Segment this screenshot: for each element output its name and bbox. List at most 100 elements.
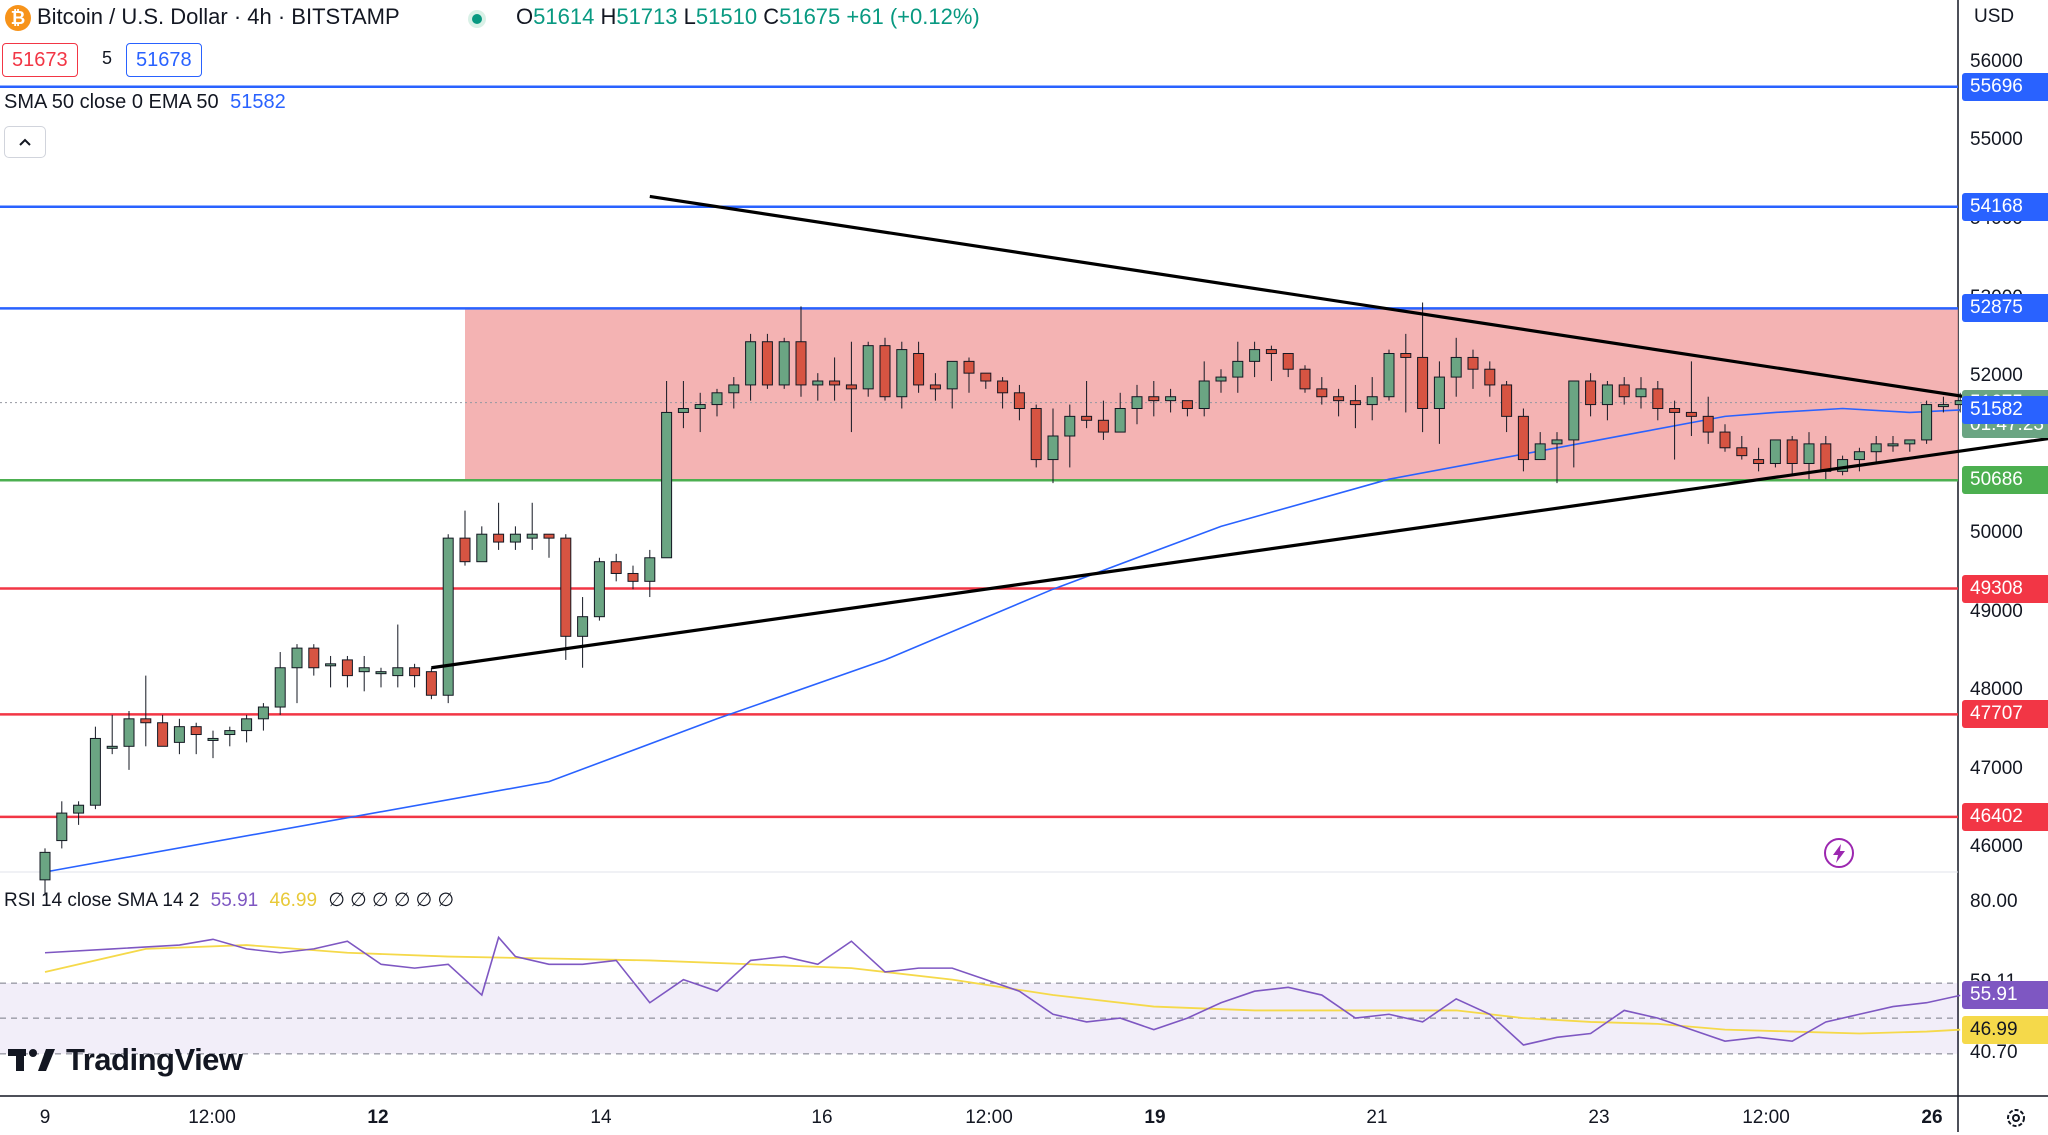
market-status-icon[interactable] — [467, 9, 487, 34]
lightning-icon[interactable] — [1823, 837, 1855, 874]
candle-up — [526, 533, 538, 539]
candle-up — [1366, 396, 1378, 406]
candle-up — [241, 718, 253, 732]
candle-up — [946, 360, 958, 390]
price-tick: 46000 — [1970, 836, 2023, 858]
candle-up — [1249, 349, 1261, 362]
candle-up — [1568, 380, 1580, 441]
candle-up — [661, 411, 673, 559]
candle-down — [1299, 368, 1311, 390]
candle-down — [1282, 353, 1294, 370]
candle-up — [812, 380, 824, 386]
indicator-legend[interactable]: SMA 50 close 0 EMA 50 51582 — [4, 91, 286, 114]
candle-down — [308, 647, 320, 669]
trendline-upper — [649, 194, 2048, 411]
price-tick: 56000 — [1970, 50, 2023, 72]
time-tick: 12:00 — [965, 1107, 1013, 1128]
candle-down — [1316, 388, 1328, 398]
symbol-title[interactable]: Bitcoin / U.S. Dollar · 4h · BITSTAMP — [37, 4, 400, 29]
open-label: O — [516, 4, 534, 29]
candle-up — [728, 384, 740, 394]
candle-up — [73, 804, 85, 814]
candle-down — [1702, 415, 1714, 433]
candle-down — [409, 667, 421, 677]
change-value: +61 (+0.12%) — [846, 4, 980, 29]
rsi-badge: 55.91 — [1962, 981, 2048, 1010]
candle-up — [1853, 451, 1865, 461]
close-value: 51675 — [779, 4, 841, 29]
trendline-lower — [431, 437, 2048, 670]
candle-down — [610, 561, 622, 574]
candle-up — [1450, 356, 1462, 378]
time-tick: 26 — [1921, 1107, 1943, 1128]
candle-down — [1265, 349, 1277, 355]
candle-down — [1097, 419, 1109, 433]
candle-up — [1921, 404, 1933, 441]
candle-down — [879, 345, 891, 398]
level-badge: 55696 — [1962, 72, 2048, 101]
candle-up — [778, 341, 790, 386]
candle-down — [140, 718, 152, 724]
sell-price-button[interactable]: 51673 — [2, 43, 78, 77]
candle-up — [1904, 439, 1916, 445]
level-badge: 49308 — [1962, 574, 2048, 603]
high-label: H — [600, 4, 617, 29]
currency-label: USD — [1974, 6, 2015, 27]
rsi-tick: 40.70 — [1970, 1041, 2018, 1063]
tradingview-logo[interactable]: TradingView — [8, 1042, 243, 1078]
rsi-line — [44, 935, 1961, 1046]
rsi-sma-line — [44, 944, 1961, 1035]
candle-up — [325, 663, 337, 667]
low-value: 51510 — [695, 4, 758, 29]
candle-up — [89, 737, 101, 806]
settings-gear-icon[interactable] — [2004, 1106, 2028, 1135]
time-tick: 14 — [590, 1107, 612, 1128]
candle-up — [39, 851, 51, 881]
candle-up — [593, 561, 605, 618]
candle-down — [157, 722, 169, 747]
candle-up — [1165, 396, 1177, 402]
candle-down — [425, 671, 437, 696]
candle-down — [997, 380, 1009, 394]
candle-up — [694, 404, 706, 410]
candle-down — [543, 533, 555, 539]
sma-badge: 51582 — [1962, 395, 2048, 424]
collapse-legend-button[interactable] — [4, 126, 46, 158]
level-badge: 54168 — [1962, 192, 2048, 221]
candle-up — [862, 345, 874, 390]
candle-down — [1652, 388, 1664, 410]
candle-up — [1232, 360, 1244, 378]
candle-up — [711, 392, 723, 406]
currency-selector[interactable]: USD — [1962, 0, 2048, 34]
candle-down — [1148, 396, 1160, 402]
hidden-values: ∅ ∅ ∅ ∅ ∅ ∅ — [328, 890, 455, 911]
candle-up — [1887, 443, 1899, 447]
candle-down — [341, 659, 353, 677]
candle-up — [1433, 376, 1445, 410]
candle-down — [1013, 392, 1025, 410]
time-tick: 21 — [1366, 1107, 1388, 1128]
rsi-label: RSI 14 close SMA 14 2 — [4, 890, 200, 911]
level-badge: 46402 — [1962, 802, 2048, 831]
level-badge: 50686 — [1962, 466, 2048, 495]
candle-up — [1601, 384, 1613, 406]
candle-up — [56, 812, 68, 842]
candle-up — [291, 647, 303, 669]
sma50-line — [44, 407, 1961, 873]
candle-down — [1753, 459, 1765, 464]
candle-up — [1131, 396, 1143, 410]
price-tick: 50000 — [1970, 522, 2023, 544]
high-value: 51713 — [616, 4, 678, 29]
candle-up — [745, 341, 757, 386]
candle-up — [476, 533, 488, 563]
candle-up — [1534, 443, 1546, 461]
rsi-legend[interactable]: RSI 14 close SMA 14 2 55.91 46.99 ∅ ∅ ∅ … — [4, 889, 454, 912]
buy-price-button[interactable]: 51678 — [126, 43, 202, 77]
rsi-sma-value: 46.99 — [269, 890, 318, 911]
candle-down — [1669, 408, 1681, 413]
tradingview-icon — [8, 1049, 55, 1071]
rsi-sma-badge: 46.99 — [1962, 1015, 2048, 1044]
indicator-label: SMA 50 close 0 EMA 50 — [4, 91, 219, 113]
candle-up — [207, 737, 219, 741]
